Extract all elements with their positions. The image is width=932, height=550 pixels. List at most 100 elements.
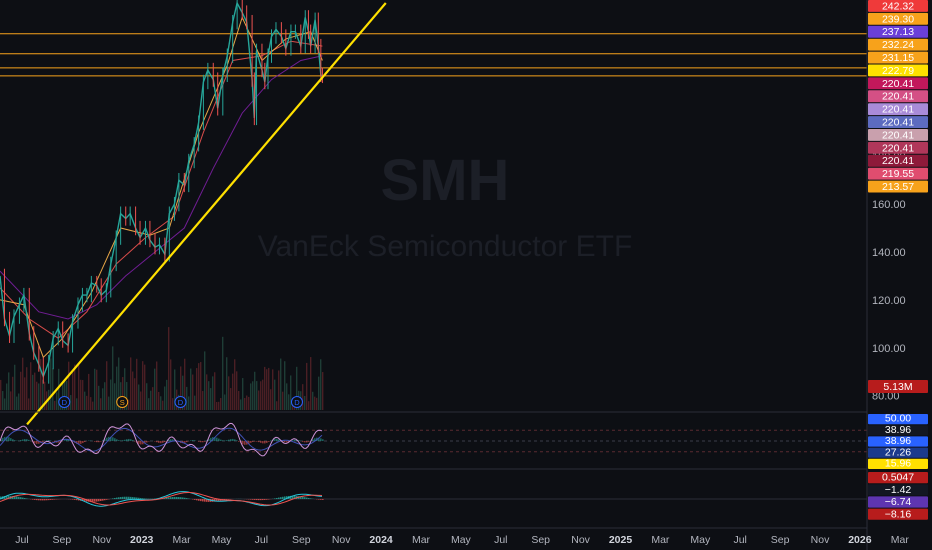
horizontal-levels[interactable] (0, 33, 867, 77)
rsi-histogram-bar (312, 439, 314, 441)
rsi-histogram-bar (244, 441, 246, 445)
volume-bar (56, 392, 58, 410)
macd-histogram-bar (136, 497, 138, 499)
volume-bar (34, 372, 36, 410)
volume-bar (182, 375, 184, 410)
volume-bar (22, 357, 24, 410)
rsi-histogram-bar (6, 436, 8, 441)
macd-histogram-bar (50, 499, 52, 500)
price-label: 220.41 (882, 78, 914, 90)
macd-histogram-bar (46, 499, 48, 501)
rsi-histogram-bar (250, 441, 252, 443)
event-marker[interactable]: D (58, 396, 71, 408)
volume-bar (4, 398, 6, 410)
trendline[interactable] (26, 2, 387, 426)
rsi-histogram-bar (268, 441, 270, 442)
macd-histogram-bar (310, 498, 312, 499)
rsi-histogram-bar (82, 441, 84, 444)
volume-bar (6, 383, 8, 410)
volume-bar (168, 327, 170, 410)
macd-histogram-bar (202, 499, 204, 502)
macd-histogram-bar (206, 499, 208, 502)
rsi-label: 27.26 (885, 446, 911, 458)
macd-histogram-bar (200, 499, 202, 502)
macd-label: −8.16 (885, 508, 912, 520)
rsi-histogram-bar (46, 440, 48, 441)
time-axis-label: Sep (292, 534, 311, 546)
volume-bar (150, 390, 152, 410)
rsi-histogram-bar (26, 439, 28, 441)
time-axis-label: Mar (891, 534, 910, 546)
macd-label-bg (868, 508, 928, 520)
price-tick-label: 80.00 (872, 391, 900, 403)
macd-histogram-bar (90, 499, 92, 502)
rsi-histogram-bar (302, 441, 304, 442)
rsi-slow-line (0, 427, 323, 452)
macd-histogram-bar (36, 499, 38, 501)
volume-bar (154, 368, 156, 410)
rsi-histogram-bar (238, 441, 240, 442)
rsi-histogram-bar (204, 441, 206, 442)
volume-bar (320, 359, 322, 410)
macd-histogram-bar (276, 497, 278, 499)
volume-bar (52, 368, 54, 410)
price-label-bg (868, 116, 928, 128)
rsi-histogram-bar (20, 440, 22, 441)
time-axis-label: Jul (494, 534, 507, 546)
volume-bar (270, 389, 272, 410)
rsi-histogram-bar (12, 439, 14, 441)
rsi-histogram-bar (126, 439, 128, 441)
rsi-label-bg (868, 447, 928, 458)
volume-bar (148, 398, 150, 410)
event-marker[interactable]: S (116, 396, 129, 408)
macd-histogram-bar (260, 499, 262, 501)
rsi-histogram-bar (116, 439, 118, 441)
rsi-histogram-bar (118, 440, 120, 441)
time-axis[interactable]: Jul Sep Nov 2023 Mar May Jul Sep Nov 2024 Mar May Ju… (15, 534, 909, 546)
volume-histogram (0, 327, 324, 410)
macd-histogram-bar (116, 497, 118, 499)
macd-histogram-bar (284, 496, 286, 499)
macd-label-bg (868, 496, 928, 508)
rsi-histogram-bar (308, 441, 310, 442)
price-label-bg (868, 90, 928, 103)
volume-bar (244, 397, 246, 410)
volume-bar (146, 383, 148, 410)
rsi-histogram-bar (158, 441, 160, 443)
volume-bar (314, 396, 316, 410)
macd-histogram-bar (168, 497, 170, 499)
rsi-histogram-bar (252, 441, 254, 442)
event-marker[interactable]: D (290, 396, 303, 408)
volume-bar (190, 368, 192, 410)
volume-bar (188, 396, 190, 410)
time-axis-label: Jul (733, 534, 746, 546)
price-label: 231.15 (882, 52, 914, 64)
macd-histogram-bar (94, 499, 96, 502)
rsi-histogram-bar (276, 438, 278, 441)
price-labels: 242.32239.30237.13232.24231.15222.79220.… (868, 0, 928, 393)
volume-bar (100, 398, 102, 410)
macd-histogram-bar (254, 499, 256, 500)
trendline-layer[interactable] (26, 2, 387, 426)
volume-bar (104, 382, 106, 410)
macd-histogram-bar (228, 499, 230, 500)
volume-bar (114, 383, 116, 410)
event-marker-circle (58, 396, 71, 408)
event-marker-circle (290, 396, 303, 408)
volume-bar (186, 386, 188, 410)
macd-histogram-bar (180, 497, 182, 499)
event-marker[interactable]: D (174, 396, 187, 408)
rsi-histogram-bar (234, 439, 236, 441)
macd-histogram-bar (74, 499, 76, 500)
volume-bar (280, 358, 282, 410)
rsi-histogram-bar (190, 440, 192, 441)
price-label: 232.24 (882, 39, 914, 51)
volume-bar (272, 369, 274, 410)
macd-histogram-bar (178, 497, 180, 499)
rsi-histogram-bar (142, 441, 144, 445)
rsi-histogram-bar (162, 441, 164, 443)
price-tick-label: 160.00 (872, 199, 906, 211)
volume-bar (204, 351, 206, 410)
